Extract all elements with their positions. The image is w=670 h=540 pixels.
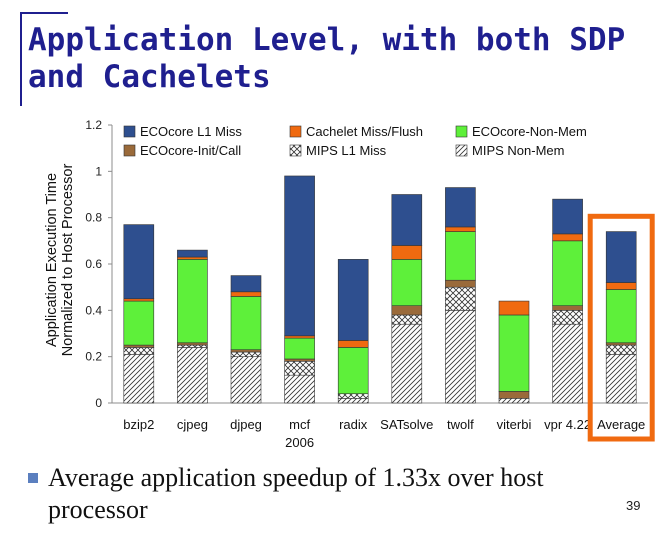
bar-mcf-2006-non_mem — [284, 337, 315, 360]
bar-bzip2-init_call — [123, 344, 155, 348]
bar-bzip2-mips_l1 — [123, 347, 155, 355]
x-tick-label: SATsolve — [380, 417, 433, 432]
x-tick-label: mcf — [289, 417, 310, 432]
bar-vpr-4-22-non_mem — [552, 240, 583, 306]
bar-twolf-mips_nonmem — [445, 310, 476, 404]
bar-mcf-2006-mips_nonmem — [284, 374, 315, 404]
y-tick-label: 0.2 — [85, 350, 102, 364]
y-tick-label: 0.4 — [85, 303, 102, 317]
bar-mcf-2006-mips_l1 — [284, 361, 315, 376]
x-tick-label: bzip2 — [123, 417, 154, 432]
legend-swatch-ecocore-non-mem — [455, 125, 468, 138]
x-tick-label: Average — [597, 417, 645, 432]
bar-viterbi-mips_nonmem — [498, 398, 530, 404]
bar-twolf-non_mem — [445, 231, 476, 281]
slide-title: Application Level, with both SDP and Cac… — [28, 22, 626, 95]
y-tick-label: 1.2 — [85, 118, 102, 132]
bar-radix-l1_miss — [337, 259, 369, 341]
bar-cjpeg-mips_l1 — [177, 344, 208, 348]
bar-cjpeg-cachelet — [177, 256, 208, 260]
x-tick-label: djpeg — [230, 417, 262, 432]
bar-mcf-2006-init_call — [284, 358, 315, 362]
bar-cjpeg-non_mem — [177, 259, 208, 344]
legend-label-mips-non-mem: MIPS Non-Mem — [472, 143, 564, 158]
bar-twolf-cachelet — [445, 226, 476, 232]
bar-satsolve-mips_l1 — [391, 314, 423, 325]
legend-swatch-ecocore-init-call — [123, 144, 136, 157]
legend-swatch-mips-non-mem — [455, 144, 468, 157]
bar-djpeg-init_call — [230, 349, 262, 353]
bar-twolf-l1_miss — [445, 187, 476, 228]
x-tick-label: cjpeg — [177, 417, 208, 432]
average-highlight-box — [587, 213, 655, 442]
bar-satsolve-non_mem — [391, 259, 423, 307]
bar-average-mips_nonmem — [605, 354, 637, 404]
bar-djpeg-mips_nonmem — [230, 356, 262, 404]
bar-average-cachelet — [605, 282, 637, 290]
legend-label-cachelet-miss-flush: Cachelet Miss/Flush — [306, 124, 423, 139]
x-tick-label: vpr 4.22 — [544, 417, 591, 432]
legend-label-ecocore-non-mem: ECOcore-Non-Mem — [472, 124, 587, 139]
legend-label-mips-l1-miss: MIPS L1 Miss — [306, 143, 387, 158]
y-tick-label: 0.6 — [85, 257, 102, 271]
bar-mcf-2006-cachelet — [284, 335, 315, 339]
bar-satsolve-l1_miss — [391, 194, 423, 246]
square-bullet-icon — [28, 473, 38, 483]
legend-label-ecocore-l1-miss: ECOcore L1 Miss — [140, 124, 242, 139]
x-tick-label: 2006 — [285, 435, 314, 450]
bar-bzip2-l1_miss — [123, 224, 155, 300]
bar-vpr-4-22-mips_l1 — [552, 310, 583, 325]
legend-label-ecocore-init-call: ECOcore-Init/Call — [140, 143, 241, 158]
bar-radix-mips_nonmem — [337, 398, 369, 404]
x-tick-label: radix — [339, 417, 368, 432]
bar-viterbi-cachelet — [498, 300, 530, 316]
bar-bzip2-cachelet — [123, 298, 155, 302]
bar-average-l1_miss — [605, 231, 637, 283]
bar-average-non_mem — [605, 289, 637, 344]
title-rule-horizontal — [20, 12, 68, 14]
bar-vpr-4-22-mips_nonmem — [552, 323, 583, 404]
bar-radix-mips_l1 — [337, 393, 369, 399]
bar-twolf-mips_l1 — [445, 286, 476, 311]
bar-satsolve-cachelet — [391, 245, 423, 260]
bar-djpeg-cachelet — [230, 291, 262, 297]
bar-viterbi-init_call — [498, 391, 530, 399]
legend-swatch-cachelet-miss-flush — [289, 125, 302, 138]
bar-vpr-4-22-cachelet — [552, 233, 583, 242]
bullet-text: Average application speedup of 1.33x ove… — [48, 463, 544, 524]
bar-satsolve-mips_nonmem — [391, 323, 423, 404]
legend-swatch-ecocore-l1-miss — [123, 125, 136, 138]
x-tick-label: twolf — [447, 417, 474, 432]
bar-vpr-4-22-l1_miss — [552, 198, 583, 235]
bar-satsolve-init_call — [391, 305, 423, 316]
y-tick-label: 0 — [95, 396, 102, 410]
bar-average-init_call — [605, 342, 637, 346]
legend-swatch-mips-l1-miss — [289, 144, 302, 157]
bar-vpr-4-22-init_call — [552, 305, 583, 311]
bar-cjpeg-init_call — [177, 342, 208, 346]
y-tick-label: 1 — [95, 164, 102, 178]
bar-djpeg-mips_l1 — [230, 351, 262, 357]
bar-djpeg-non_mem — [230, 296, 262, 351]
bar-bzip2-mips_nonmem — [123, 354, 155, 404]
title-rule-vertical — [20, 12, 22, 106]
bar-bzip2-non_mem — [123, 300, 155, 346]
bar-radix-cachelet — [337, 340, 369, 348]
bar-viterbi-non_mem — [498, 314, 530, 392]
bar-radix-non_mem — [337, 347, 369, 395]
stacked-bar-chart: 0 0.2 0.4 0.6 0.8 1 1.2 Application Execution T… — [44, 118, 655, 450]
page-number: 39 — [626, 498, 641, 513]
bar-twolf-init_call — [445, 279, 476, 288]
bar-average-mips_l1 — [605, 344, 637, 355]
y-tick-label: 0.8 — [85, 211, 102, 225]
bar-mcf-2006-l1_miss — [284, 175, 315, 337]
y-axis-title: Application Execution TimeNormalized to … — [44, 164, 76, 357]
bar-cjpeg-mips_nonmem — [177, 347, 208, 404]
x-tick-label: viterbi — [497, 417, 532, 432]
bar-djpeg-l1_miss — [230, 275, 262, 293]
bar-cjpeg-l1_miss — [177, 249, 208, 258]
